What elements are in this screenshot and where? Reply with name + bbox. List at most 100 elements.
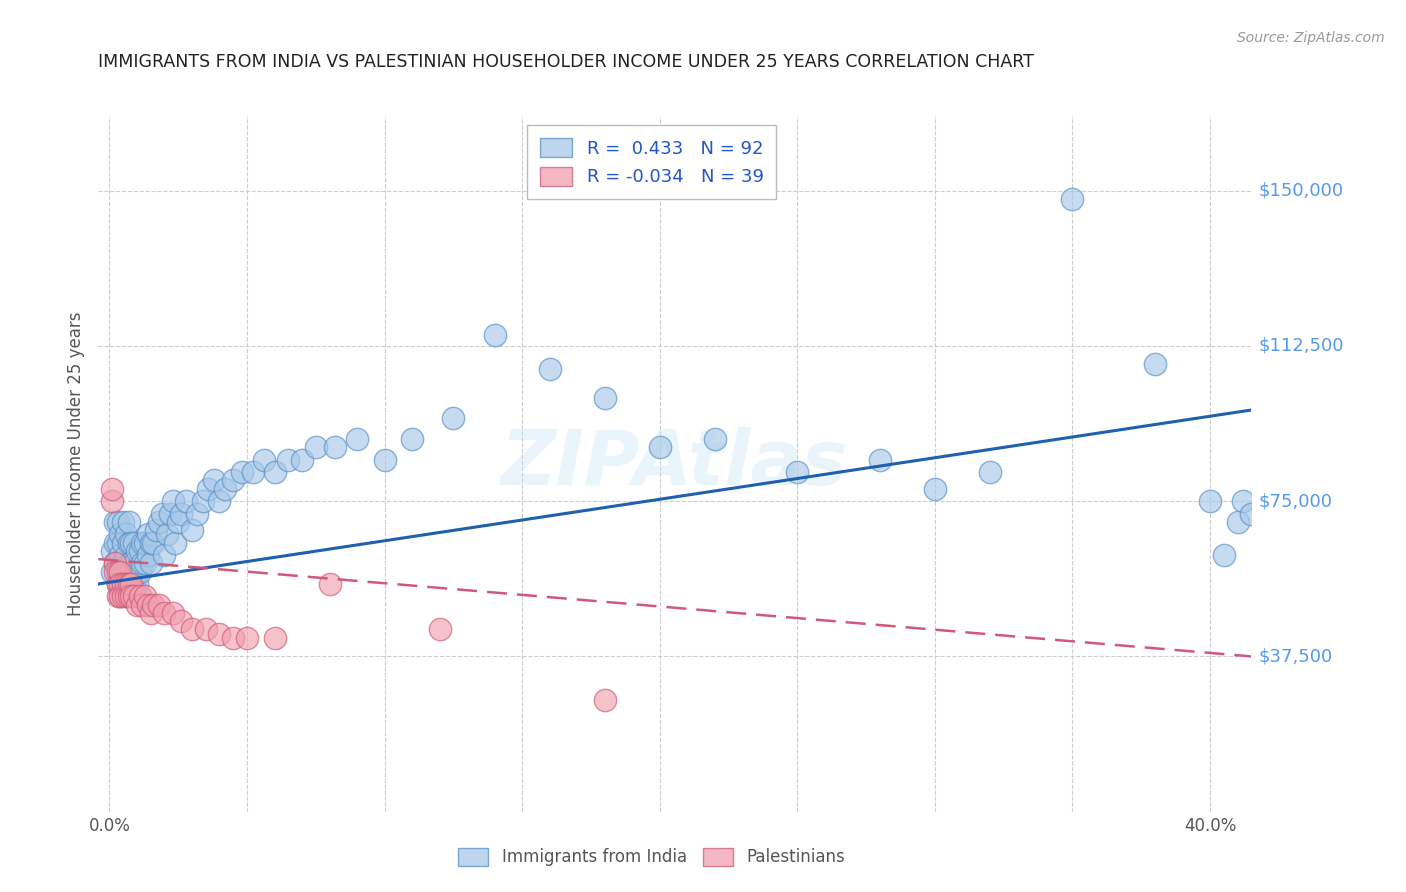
Point [115, 527, 138, 541]
Point [128, 590, 150, 604]
Point [118, 577, 141, 591]
Point [112, 556, 135, 570]
Point [162, 494, 184, 508]
Point [346, 432, 368, 446]
Point [104, 556, 127, 570]
Point [263, 631, 285, 645]
Point [277, 452, 299, 467]
Point [538, 361, 561, 376]
Point [305, 440, 328, 454]
Point [120, 577, 142, 591]
Point [429, 623, 451, 637]
Point [112, 577, 135, 591]
Point [170, 507, 193, 521]
Point [148, 515, 170, 529]
Point [291, 452, 314, 467]
Point [104, 535, 127, 549]
Point [101, 494, 124, 508]
Point [110, 590, 132, 604]
Point [125, 577, 148, 591]
Point [115, 568, 138, 582]
Point [786, 465, 808, 479]
Point [159, 507, 181, 521]
Point [120, 590, 142, 604]
Point [101, 482, 124, 496]
Point [401, 432, 423, 446]
Point [107, 577, 129, 591]
Point [924, 482, 946, 496]
Text: $75,000: $75,000 [1258, 492, 1333, 510]
Point [214, 482, 236, 496]
Point [231, 465, 253, 479]
Point [208, 626, 231, 640]
Point [202, 474, 225, 488]
Point [107, 590, 129, 604]
Point [222, 474, 245, 488]
Point [110, 565, 132, 579]
Point [869, 452, 891, 467]
Point [979, 465, 1001, 479]
Point [110, 568, 132, 582]
Point [112, 590, 135, 604]
Point [107, 556, 129, 570]
Point [318, 577, 340, 591]
Point [134, 556, 156, 570]
Point [136, 598, 159, 612]
Point [112, 577, 135, 591]
Point [484, 328, 506, 343]
Point [115, 590, 138, 604]
Point [263, 465, 285, 479]
Point [107, 515, 129, 529]
Point [181, 623, 204, 637]
Point [1232, 494, 1254, 508]
Point [122, 577, 145, 591]
Point [194, 623, 217, 637]
Text: $150,000: $150,000 [1258, 181, 1344, 200]
Point [118, 577, 141, 591]
Point [122, 556, 145, 570]
Point [197, 482, 219, 496]
Point [120, 577, 142, 591]
Point [181, 523, 204, 537]
Point [1226, 515, 1249, 529]
Point [131, 556, 153, 570]
Point [128, 565, 150, 579]
Point [208, 494, 231, 508]
Point [112, 535, 135, 549]
Point [104, 515, 127, 529]
Point [1144, 358, 1167, 372]
Point [134, 535, 156, 549]
Point [125, 565, 148, 579]
Point [191, 494, 214, 508]
Point [703, 432, 725, 446]
Point [104, 556, 127, 570]
Point [1240, 507, 1263, 521]
Point [101, 565, 124, 579]
Point [139, 556, 162, 570]
Point [145, 523, 167, 537]
Point [139, 606, 162, 620]
Point [153, 606, 176, 620]
Text: IMMIGRANTS FROM INDIA VS PALESTINIAN HOUSEHOLDER INCOME UNDER 25 YEARS CORRELATI: IMMIGRANTS FROM INDIA VS PALESTINIAN HOU… [98, 54, 1035, 71]
Point [242, 465, 264, 479]
Point [142, 598, 165, 612]
Point [150, 507, 173, 521]
Y-axis label: Householder Income Under 25 years: Householder Income Under 25 years [67, 311, 86, 616]
Point [101, 544, 124, 558]
Point [110, 577, 132, 591]
Point [139, 535, 162, 549]
Point [153, 548, 176, 562]
Point [162, 606, 184, 620]
Point [176, 494, 198, 508]
Point [125, 544, 148, 558]
Point [142, 535, 165, 549]
Point [107, 565, 129, 579]
Text: ZIPAtlas: ZIPAtlas [501, 427, 849, 500]
Point [107, 577, 129, 591]
Point [115, 548, 138, 562]
Point [186, 507, 208, 521]
Point [136, 527, 159, 541]
Point [131, 598, 153, 612]
Point [115, 590, 138, 604]
Point [125, 598, 148, 612]
